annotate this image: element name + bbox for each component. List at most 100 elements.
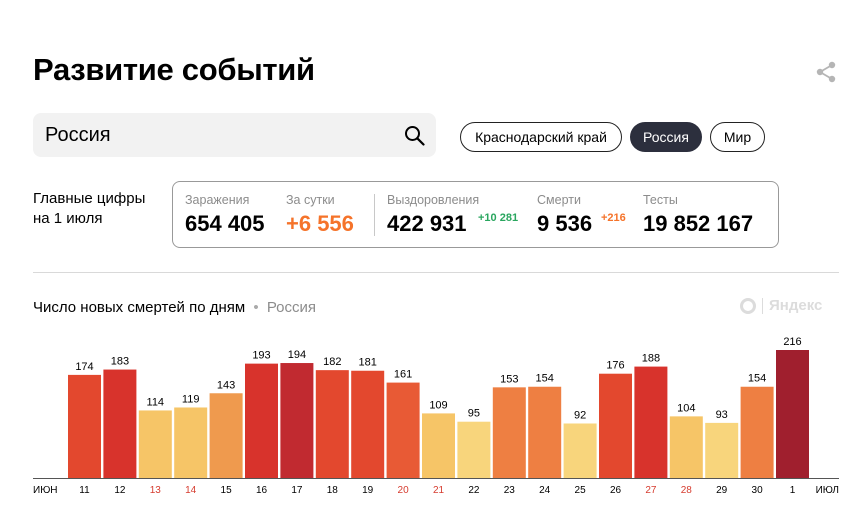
x-tick-label: 25 xyxy=(575,485,587,496)
recovered-label: Выздоровления xyxy=(387,193,480,207)
region-chip-world[interactable]: Мир xyxy=(710,122,765,152)
x-tick-label: 18 xyxy=(327,485,339,496)
bar xyxy=(634,366,668,478)
x-tick-label: 21 xyxy=(433,485,445,496)
bar xyxy=(492,387,526,478)
bar-value-label: 176 xyxy=(606,360,624,372)
x-tick-label: 17 xyxy=(291,485,303,496)
x-tick-label: 19 xyxy=(362,485,374,496)
infections-value: 654 405 xyxy=(185,211,265,236)
chart-title: Число новых смертей по дням • Россия xyxy=(33,299,316,316)
tests-value: 19 852 167 xyxy=(643,211,754,236)
bar xyxy=(209,393,243,478)
x-tick-label: 27 xyxy=(645,485,657,496)
bar xyxy=(528,386,562,478)
bar xyxy=(599,373,632,478)
bar-value-label: 188 xyxy=(642,353,660,365)
search-value: Россия xyxy=(45,124,111,146)
page-title: Развитие событий xyxy=(33,52,315,87)
main-figures-panel: Заражения 654 405 За сутки +6 556 Выздор… xyxy=(172,181,779,248)
bar xyxy=(669,416,703,478)
watermark-bar xyxy=(762,297,763,314)
share-icon[interactable] xyxy=(815,61,837,83)
bar xyxy=(776,350,809,478)
bar xyxy=(68,374,101,478)
bar xyxy=(457,421,491,478)
bar xyxy=(351,370,385,478)
bar xyxy=(422,413,455,478)
per-day-value: +6 556 xyxy=(286,211,354,236)
x-tick-label: 28 xyxy=(681,485,693,496)
main-figures-label-line1: Главные цифры xyxy=(33,190,146,207)
region-search-input[interactable]: Россия xyxy=(33,113,436,157)
search-icon[interactable] xyxy=(404,125,425,146)
bar-value-label: 183 xyxy=(111,356,129,368)
bar xyxy=(386,382,420,478)
watermark-text: Яндекс xyxy=(769,297,823,314)
bar-value-label: 154 xyxy=(748,373,766,385)
main-figures-label: Главные цифры на 1 июля xyxy=(33,189,145,229)
bar-value-label: 161 xyxy=(394,369,412,381)
x-tick-label: 16 xyxy=(256,485,268,496)
deaths-value: 9 536 xyxy=(537,211,593,236)
x-tick-label: 22 xyxy=(468,485,480,496)
stats-divider xyxy=(374,194,375,236)
bar-value-label: 194 xyxy=(288,349,306,361)
x-tick-label: 20 xyxy=(398,485,410,496)
region-chip-krasnodar[interactable]: Краснодарский край xyxy=(460,122,622,152)
deaths-label: Смерти xyxy=(537,193,581,207)
x-tick-label: 11 xyxy=(79,485,90,496)
x-tick-label: 30 xyxy=(752,485,764,496)
recovered-value: 422 931 xyxy=(387,211,467,236)
section-divider xyxy=(33,272,839,273)
x-tick-label: 13 xyxy=(150,485,162,496)
bar-value-label: 143 xyxy=(217,379,235,391)
bar xyxy=(740,386,774,478)
bar xyxy=(315,370,349,478)
region-chip-russia[interactable]: Россия xyxy=(630,122,702,152)
bar xyxy=(280,363,314,478)
deaths-delta: +216 xyxy=(601,212,626,224)
x-tick-label: 15 xyxy=(221,485,233,496)
month-start-label: ИЮН xyxy=(33,485,58,496)
bar xyxy=(174,407,208,478)
bar-value-label: 154 xyxy=(536,373,554,385)
x-tick-label: 14 xyxy=(185,485,197,496)
bar-value-label: 182 xyxy=(323,356,341,368)
bar-value-label: 119 xyxy=(182,393,200,405)
x-tick-label: 1 xyxy=(790,485,796,496)
yandex-logo-icon xyxy=(740,297,756,314)
bar xyxy=(563,423,597,478)
per-day-label: За сутки xyxy=(286,193,335,207)
bar-value-label: 174 xyxy=(75,361,93,373)
x-tick-label: 12 xyxy=(114,485,126,496)
bar-value-label: 95 xyxy=(468,408,480,420)
x-tick-label: 23 xyxy=(504,485,516,496)
bar-value-label: 216 xyxy=(783,336,801,348)
yandex-watermark: Яндекс xyxy=(740,297,822,314)
bar xyxy=(103,369,137,478)
bar-value-label: 92 xyxy=(574,409,586,421)
main-figures-date: на 1 июля xyxy=(33,210,103,227)
bar-value-label: 153 xyxy=(500,373,518,385)
infections-label: Заражения xyxy=(185,193,250,207)
bar xyxy=(138,410,172,478)
x-tick-label: 29 xyxy=(716,485,728,496)
bar-value-label: 104 xyxy=(677,402,695,414)
bar-value-label: 181 xyxy=(359,357,377,369)
bar-value-label: 93 xyxy=(716,409,728,421)
chart-title-text: Число новых смертей по дням xyxy=(33,299,246,316)
chart-title-separator: • xyxy=(253,299,259,316)
x-tick-label: 26 xyxy=(610,485,622,496)
bar-value-label: 193 xyxy=(252,350,270,362)
bar xyxy=(705,422,739,478)
month-end-label: ИЮЛ xyxy=(816,485,839,496)
chart-title-region: Россия xyxy=(266,299,317,316)
tests-label: Тесты xyxy=(643,193,678,207)
bar xyxy=(245,363,278,478)
bar-value-label: 109 xyxy=(429,399,447,411)
x-tick-label: 24 xyxy=(539,485,551,496)
recovered-delta: +10 281 xyxy=(478,212,519,224)
bar-value-label: 114 xyxy=(147,396,165,408)
